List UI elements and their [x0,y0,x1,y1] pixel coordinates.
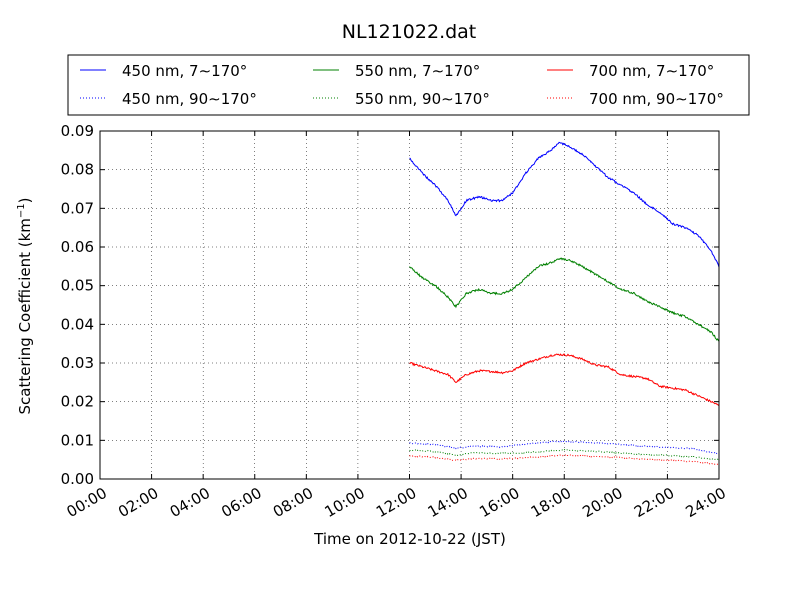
series-lines [409,141,720,466]
y-axis-label-main: Scattering Coefficient (km [16,218,34,414]
series-line [409,353,720,406]
series-line [409,448,720,461]
y-tick-label: 0.02 [61,393,94,411]
y-axis-label-end: ) [16,197,34,203]
legend-label: 450 nm, 90∼170° [122,90,257,108]
legend-frame [67,54,750,116]
y-tick-label: 0.09 [61,122,94,140]
legend-label: 450 nm, 7∼170° [122,62,247,80]
legend-label: 700 nm, 7∼170° [589,62,714,80]
y-tick-label: 0.08 [61,161,94,179]
y-axis-label-superscript: −1 [16,203,27,218]
y-axis-label: Scattering Coefficient (km−1) [16,197,34,414]
y-tick-label: 0.06 [61,238,94,256]
y-tick-label: 0.01 [61,431,94,449]
y-tick-label: 0.04 [61,315,94,333]
legend: 450 nm, 7∼170° 450 nm, 90∼170° 550 nm, 7∼1… [67,54,750,116]
y-tick-label: 0.00 [61,470,94,488]
chart-title: NL121022.dat [342,21,477,43]
y-tick-label: 0.07 [61,199,94,217]
legend-label: 550 nm, 90∼170° [355,90,490,108]
y-tick-label: 0.05 [61,277,94,295]
series-line [409,257,720,342]
y-tick-label: 0.03 [61,354,94,372]
legend-label: 550 nm, 7∼170° [355,62,480,80]
x-axis-label: Time on 2012-10-22 (JST) [313,530,506,548]
series-line [409,141,720,268]
legend-label: 700 nm, 90∼170° [589,90,724,108]
